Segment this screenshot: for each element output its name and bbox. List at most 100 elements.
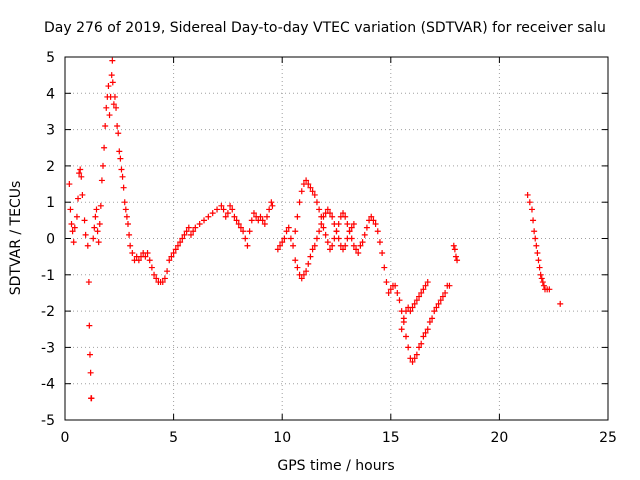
data-point — [531, 228, 538, 235]
data-point — [205, 213, 212, 220]
data-point — [376, 239, 383, 246]
data-point — [524, 191, 531, 198]
data-point — [536, 264, 543, 271]
data-point — [82, 231, 89, 238]
data-point — [121, 199, 128, 206]
data-point — [170, 250, 177, 257]
data-point — [342, 242, 349, 249]
data-point — [92, 213, 99, 220]
data-point — [181, 231, 188, 238]
data-point — [394, 289, 401, 296]
y-tick-label: -4 — [41, 377, 55, 393]
data-point — [416, 293, 423, 300]
data-point — [294, 264, 301, 271]
data-point — [98, 177, 105, 184]
data-point — [76, 170, 83, 177]
data-point — [87, 369, 94, 376]
data-point — [452, 253, 459, 260]
data-point — [201, 217, 208, 224]
data-point — [66, 181, 73, 188]
data-point — [77, 166, 84, 173]
data-point — [411, 355, 418, 362]
x-tick-label: 25 — [599, 430, 617, 446]
data-point — [106, 112, 113, 119]
data-point — [344, 235, 351, 242]
data-point — [79, 191, 86, 198]
data-point — [71, 224, 78, 231]
data-point — [311, 242, 318, 249]
data-point — [331, 220, 338, 227]
data-point — [174, 242, 181, 249]
data-point — [409, 304, 416, 311]
data-point — [385, 289, 392, 296]
data-point — [316, 228, 323, 235]
data-point — [320, 224, 327, 231]
data-point — [190, 228, 197, 235]
data-point — [350, 242, 357, 249]
data-point — [442, 289, 449, 296]
data-point — [88, 395, 95, 402]
data-point — [81, 217, 88, 224]
data-point — [281, 235, 288, 242]
data-point — [96, 220, 103, 227]
data-point — [368, 213, 375, 220]
data-point — [242, 235, 249, 242]
y-tick-label: 4 — [46, 86, 55, 102]
data-point — [340, 210, 347, 217]
data-point — [159, 279, 166, 286]
data-point — [237, 224, 244, 231]
data-point — [274, 246, 281, 253]
axis-ticks: 0 5 10 15 20 25 -5 -4 -3 -2 -1 0 1 2 3 4 5 — [41, 50, 617, 446]
data-point — [146, 257, 153, 264]
data-point — [318, 220, 325, 227]
data-point — [400, 315, 407, 322]
data-point — [320, 213, 327, 220]
data-point — [300, 271, 307, 278]
data-point — [530, 217, 537, 224]
data-point — [214, 206, 221, 213]
data-point — [250, 210, 257, 217]
data-point — [422, 329, 429, 336]
data-point — [70, 239, 77, 246]
data-point — [231, 213, 238, 220]
data-point — [73, 213, 80, 220]
data-point — [370, 217, 377, 224]
data-point — [348, 224, 355, 231]
data-point — [557, 300, 564, 307]
x-tick-label: 0 — [61, 430, 70, 446]
data-point — [446, 282, 453, 289]
data-point — [151, 271, 158, 278]
data-point — [298, 188, 305, 195]
data-point — [409, 358, 416, 365]
y-tick-label: 0 — [46, 232, 55, 248]
data-point — [413, 351, 420, 358]
data-point — [420, 286, 427, 293]
data-point — [97, 202, 104, 209]
data-point — [196, 220, 203, 227]
data-point — [422, 282, 429, 289]
data-point — [100, 162, 107, 169]
y-tick-label: 3 — [46, 123, 55, 139]
data-point — [168, 253, 175, 260]
data-point — [127, 242, 134, 249]
data-point — [172, 246, 179, 253]
data-point — [144, 250, 151, 257]
data-point — [259, 217, 266, 224]
data-point — [261, 220, 268, 227]
data-point — [305, 260, 312, 267]
data-point — [113, 104, 120, 111]
data-point — [379, 250, 386, 257]
data-point — [148, 264, 155, 271]
data-point — [372, 220, 379, 227]
data-point — [263, 213, 270, 220]
y-tick-label: -1 — [41, 268, 55, 284]
data-point — [283, 228, 290, 235]
data-point — [439, 293, 446, 300]
data-point — [119, 173, 126, 180]
data-point — [105, 83, 112, 90]
data-point — [398, 326, 405, 333]
data-point — [322, 231, 329, 238]
data-point — [396, 297, 403, 304]
